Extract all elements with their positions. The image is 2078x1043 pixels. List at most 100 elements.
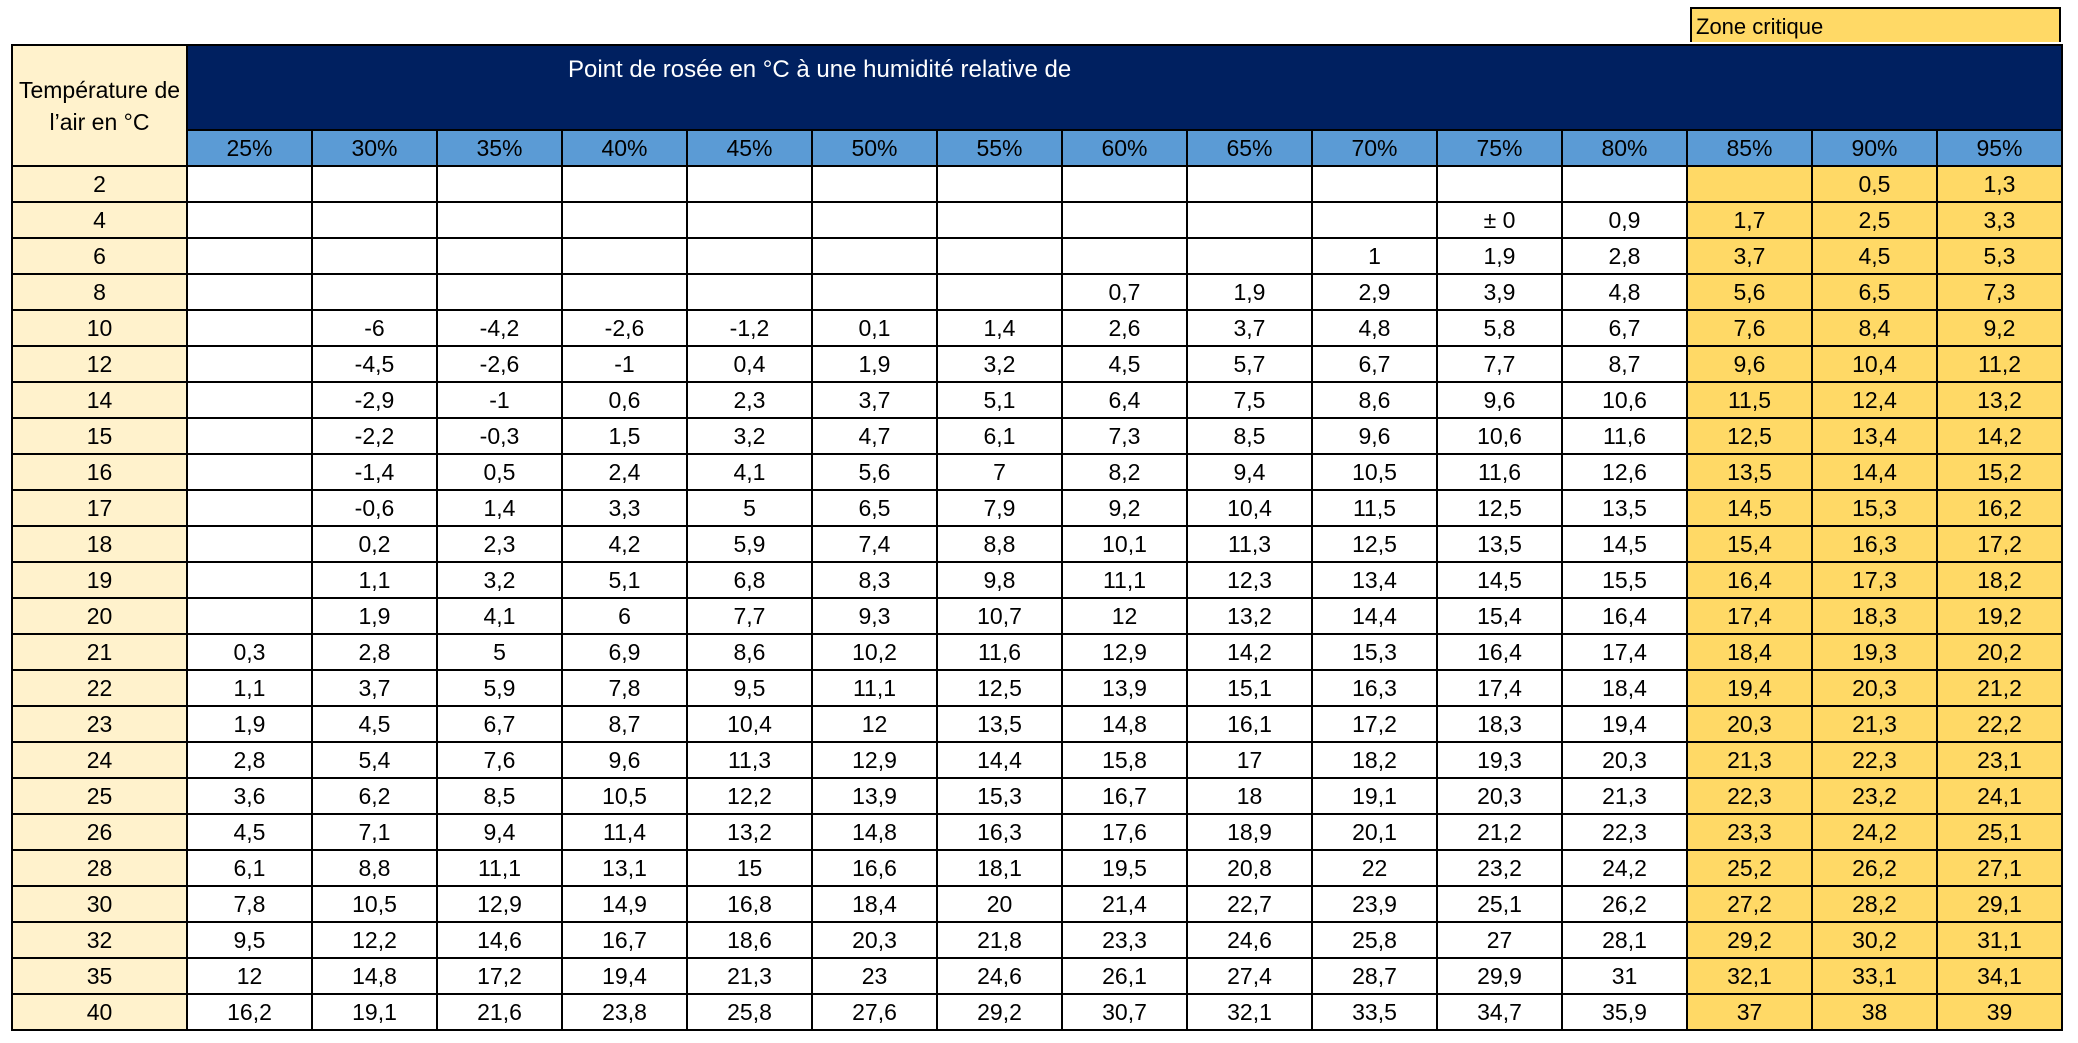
dew-point-cell	[1186, 201, 1313, 239]
dew-point-cell: -2,9	[311, 381, 438, 419]
dew-point-cell: 12,5	[936, 669, 1063, 707]
dew-point-cell: 10,5	[561, 777, 688, 815]
header-row: Température de l’air en °C Point de rosé…	[11, 44, 2063, 167]
dew-point-cell: -1,2	[686, 309, 813, 347]
air-temperature: 23	[11, 705, 188, 743]
dew-point-cell: 5,6	[811, 453, 938, 491]
table-row: 12 -4,5 -2,6 -1 0,4 1,9 3,2 4,5 5,7 6,7 7,7 8,7 9,6 1…	[11, 345, 2063, 383]
table-row: 6 1 1,9 2,8 3,7 4,5 5,3	[11, 237, 2063, 275]
dew-point-cell: 14,5	[1436, 561, 1563, 599]
dew-point-cell: 17,4	[1561, 633, 1688, 671]
dew-point-cell: 12	[186, 957, 313, 995]
dew-point-cell: 25,8	[1311, 921, 1438, 959]
dew-point-cell: 15	[686, 849, 813, 887]
table-row: 10 -6 -4,2 -2,6 -1,2 0,1 1,4 2,6 3,7 4,8 5,8 6,7 7,6…	[11, 309, 2063, 347]
dew-point-cell: 7,8	[186, 885, 313, 923]
dew-point-cell	[561, 165, 688, 203]
dew-point-cell	[436, 165, 563, 203]
dew-point-cell: 28,2	[1811, 885, 1938, 923]
dew-point-cell: -0,3	[436, 417, 563, 455]
dew-point-cell	[186, 597, 313, 635]
dew-point-cell: 6,7	[1561, 309, 1688, 347]
dew-point-cell	[186, 237, 313, 275]
dew-point-cell: 8,3	[811, 561, 938, 599]
dew-point-cell: 2,6	[1061, 309, 1188, 347]
dew-point-cell: -2,2	[311, 417, 438, 455]
dew-point-cell: 30,7	[1061, 993, 1188, 1031]
dew-point-cell: 35,9	[1561, 993, 1688, 1031]
dew-point-cell: 18,1	[936, 849, 1063, 887]
dew-point-cell: -4,5	[311, 345, 438, 383]
dew-point-cell	[811, 201, 938, 239]
dew-point-cell: 5	[686, 489, 813, 527]
dew-point-cell: 11,6	[1561, 417, 1688, 455]
dew-point-cell: 7,6	[1686, 309, 1813, 347]
dew-point-cell: 10,5	[1311, 453, 1438, 491]
dew-point-cell: 15,5	[1561, 561, 1688, 599]
dew-point-cell: 8,2	[1061, 453, 1188, 491]
air-temperature: 25	[11, 777, 188, 815]
dew-point-cell: 12,2	[686, 777, 813, 815]
dew-point-cell: 23,3	[1061, 921, 1188, 959]
table-row: 16 -1,4 0,5 2,4 4,1 5,6 7 8,2 9,4 10,5 11,6 12,6 13,…	[11, 453, 2063, 491]
dew-point-cell: 18,3	[1811, 597, 1938, 635]
dew-point-cell	[936, 201, 1063, 239]
dew-point-cell: 18	[1186, 777, 1313, 815]
dew-point-cell: 30,2	[1811, 921, 1938, 959]
dew-point-cell: 23,3	[1686, 813, 1813, 851]
dew-point-cell: 19,3	[1811, 633, 1938, 671]
dew-point-cell: 16,2	[186, 993, 313, 1031]
dew-point-cell: 20,1	[1311, 813, 1438, 851]
dew-point-cell: 37	[1686, 993, 1813, 1031]
dew-point-cell: 31	[1561, 957, 1688, 995]
table-row: 8 0,7 1,9 2,9 3,9 4,8 5,6 6,5 7,3	[11, 273, 2063, 311]
column-header: 25%	[186, 129, 313, 167]
air-temperature: 17	[11, 489, 188, 527]
table-row: 23 1,9 4,5 6,7 8,7 10,4 12 13,5 14,8 16,1 17,2 18,3…	[11, 705, 2063, 743]
dew-point-cell	[561, 273, 688, 311]
dew-point-cell: 10,6	[1436, 417, 1563, 455]
dew-point-cell: 4,5	[186, 813, 313, 851]
dew-point-cell	[936, 165, 1063, 203]
dew-point-cell: 25,1	[1436, 885, 1563, 923]
dew-point-cell: 22,3	[1811, 741, 1938, 779]
dew-point-cell: 9,8	[936, 561, 1063, 599]
dew-point-cell: 15,1	[1186, 669, 1313, 707]
dew-point-cell: 23,8	[561, 993, 688, 1031]
dew-point-cell: 14,5	[1561, 525, 1688, 563]
dew-point-cell: 4,2	[561, 525, 688, 563]
column-header: 90%	[1811, 129, 1938, 167]
dew-point-cell: 17	[1186, 741, 1313, 779]
dew-point-cell: 13,1	[561, 849, 688, 887]
dew-point-cell: 27,2	[1686, 885, 1813, 923]
table-row: 21 0,3 2,8 5 6,9 8,6 10,2 11,6 12,9 14,2 15,3 16,4 1…	[11, 633, 2063, 671]
dew-point-cell: 34,1	[1936, 957, 2063, 995]
dew-point-cell: 3,2	[436, 561, 563, 599]
dew-point-cell	[686, 201, 813, 239]
dew-point-cell: 7,5	[1186, 381, 1313, 419]
dew-point-cell: 1,3	[1936, 165, 2063, 203]
air-temperature: 40	[11, 993, 188, 1031]
column-header: 70%	[1311, 129, 1438, 167]
dew-point-cell: 21,3	[1561, 777, 1688, 815]
dew-point-cell	[811, 165, 938, 203]
dew-point-cell: 23,1	[1936, 741, 2063, 779]
dew-point-cell: 16,4	[1436, 633, 1563, 671]
dew-point-cell: 2,4	[561, 453, 688, 491]
dew-point-cell: 11,4	[561, 813, 688, 851]
air-temperature: 2	[11, 165, 188, 203]
dew-point-cell: 29,2	[1686, 921, 1813, 959]
dew-point-cell	[311, 201, 438, 239]
dew-point-cell: 22,3	[1561, 813, 1688, 851]
dew-point-cell: 5,3	[1936, 237, 2063, 275]
table-row: 32 9,5 12,2 14,6 16,7 18,6 20,3 21,8 23,3 24,6 25,…	[11, 921, 2063, 959]
dew-point-cell: 5,6	[1686, 273, 1813, 311]
dew-point-cell: 16,1	[1186, 705, 1313, 743]
dew-point-cell: 5,1	[561, 561, 688, 599]
dew-point-cell: 26,2	[1561, 885, 1688, 923]
dew-point-cell: 11,1	[811, 669, 938, 707]
dew-point-cell: 6,4	[1061, 381, 1188, 419]
air-temperature: 6	[11, 237, 188, 275]
dew-point-cell	[311, 237, 438, 275]
